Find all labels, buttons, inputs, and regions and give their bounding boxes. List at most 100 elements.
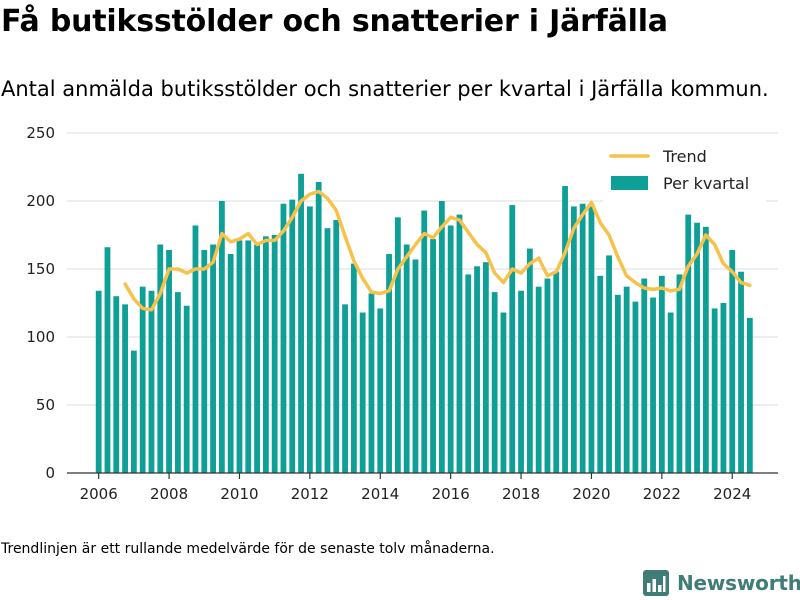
bar xyxy=(430,239,436,473)
y-tick-label-0: 0 xyxy=(45,464,55,482)
bar xyxy=(289,199,296,473)
bar xyxy=(192,225,199,473)
bar xyxy=(623,286,630,473)
bar xyxy=(218,201,225,473)
y-tick-label-50: 50 xyxy=(36,396,55,414)
brand-logo: Newsworthy xyxy=(643,567,800,599)
bar xyxy=(394,217,401,473)
bar xyxy=(658,275,665,473)
bar xyxy=(412,259,419,473)
bar xyxy=(474,266,480,473)
bar xyxy=(518,290,524,473)
bar xyxy=(667,312,674,473)
bar xyxy=(333,220,340,473)
bar xyxy=(676,274,683,473)
bar xyxy=(438,201,445,473)
y-tick-label-150: 150 xyxy=(26,260,55,278)
x-tick-label-2020: 2020 xyxy=(572,485,610,503)
y-tick-label-100: 100 xyxy=(26,328,55,346)
bar xyxy=(544,278,551,473)
bar xyxy=(166,249,172,473)
x-tick-label-2010: 2010 xyxy=(220,485,258,503)
line-series-trend xyxy=(123,189,752,312)
x-tick-label-2024: 2024 xyxy=(713,485,751,503)
bar xyxy=(597,275,604,473)
bar xyxy=(456,214,463,473)
bar xyxy=(711,308,718,473)
bar xyxy=(174,292,181,473)
axes: 0 50 100 150 200 250 2006 2008 2010 2012 2014 2016 2… xyxy=(26,124,778,503)
bar xyxy=(271,235,278,473)
bar xyxy=(236,240,243,473)
bar xyxy=(632,301,639,473)
legend-background xyxy=(603,142,766,202)
chart-legend: Trend Per kvartal xyxy=(603,142,766,202)
bar xyxy=(377,308,384,473)
bar xyxy=(104,247,111,473)
x-tick-label-2014: 2014 xyxy=(361,485,399,503)
bar xyxy=(386,254,392,473)
y-tick-label-250: 250 xyxy=(26,124,55,142)
bar xyxy=(350,263,357,473)
footnote: Trendlinjen är ett rullande medelvärde f… xyxy=(1,541,495,557)
bar xyxy=(421,210,428,473)
bar xyxy=(298,173,304,474)
bar xyxy=(738,271,744,473)
bar xyxy=(720,303,727,473)
bar xyxy=(606,255,612,473)
y-tick-label-200: 200 xyxy=(26,192,55,210)
bar xyxy=(262,236,269,473)
trend-line xyxy=(123,189,752,312)
bar xyxy=(650,297,656,473)
bar xyxy=(157,244,164,473)
bar xyxy=(368,293,375,473)
x-tick-label-2022: 2022 xyxy=(643,485,681,503)
bar xyxy=(324,228,331,473)
bar xyxy=(465,274,472,473)
bar xyxy=(746,317,753,473)
bar xyxy=(526,248,533,473)
bar-series-per-kvartal xyxy=(95,173,753,474)
bar xyxy=(342,304,348,473)
bar xyxy=(315,181,322,473)
bar xyxy=(254,244,260,473)
bar xyxy=(306,206,313,473)
x-tick-label-2012: 2012 xyxy=(291,485,329,503)
bar xyxy=(210,244,216,473)
bar xyxy=(702,226,709,473)
bar xyxy=(570,206,577,473)
legend-label-per-kvartal: Per kvartal xyxy=(663,174,749,193)
bar xyxy=(641,278,648,473)
legend-swatch-per-kvartal xyxy=(611,176,648,190)
bar xyxy=(122,304,128,473)
bar xyxy=(614,294,621,473)
bar xyxy=(482,262,489,473)
chart-title: Få butiksstölder och snatterier i Järfäl… xyxy=(1,4,668,39)
bar xyxy=(500,312,507,473)
newsworthy-icon xyxy=(643,570,669,596)
bar xyxy=(579,203,586,473)
bar xyxy=(694,222,700,473)
bar xyxy=(227,254,234,473)
bar xyxy=(113,296,120,473)
bar xyxy=(403,244,410,473)
bar xyxy=(562,186,568,473)
bar xyxy=(553,271,560,473)
bar xyxy=(201,249,208,473)
bar xyxy=(280,203,287,473)
bar xyxy=(729,249,736,473)
x-tick-label-2018: 2018 xyxy=(502,485,540,503)
bar xyxy=(535,286,542,473)
chart-subtitle: Antal anmälda butiksstölder och snatteri… xyxy=(1,77,769,101)
x-tick-label-2008: 2008 xyxy=(150,485,188,503)
x-tick-label-2016: 2016 xyxy=(432,485,470,503)
bar xyxy=(95,290,102,473)
brand-name: Newsworthy xyxy=(677,571,800,595)
bar xyxy=(509,205,516,473)
x-tick-label-2006: 2006 xyxy=(80,485,118,503)
bar xyxy=(588,206,595,473)
bar xyxy=(245,240,252,473)
bar xyxy=(183,305,190,473)
bar xyxy=(491,292,498,473)
bar xyxy=(685,214,692,473)
